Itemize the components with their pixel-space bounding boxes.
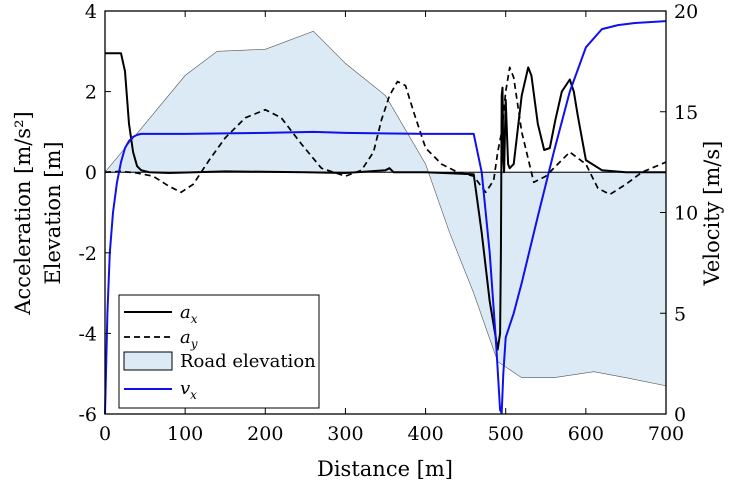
legend-label-elevation: Road elevation [180, 351, 316, 372]
y-right-tick-label: 5 [674, 303, 686, 325]
x-tick-label: 600 [568, 423, 604, 445]
y-left-tick-label: -4 [78, 323, 97, 345]
x-tick-label: 0 [99, 423, 111, 445]
legend-label-ay: ay [180, 327, 198, 351]
x-tick-label: 400 [407, 423, 443, 445]
y-left-tick-label: 0 [85, 162, 97, 184]
y-left-tick-label: 4 [85, 1, 97, 23]
y-axis-title-right: Velocity [m/s] [700, 141, 724, 287]
y-right-tick-label: 10 [674, 203, 698, 225]
legend: ax ay Road elevation vx [118, 294, 320, 409]
tick-layer: 0 100 200 300 400 500 600 700 -6 -4 -2 0 2 4 0 5 10 15 20 [78, 1, 698, 445]
y-left-tick-label: 2 [85, 82, 97, 104]
series-layer [104, 20, 667, 415]
series-road-elevation [104, 30, 667, 387]
y-left-tick-label: -2 [78, 243, 97, 265]
x-tick-label: 300 [327, 423, 363, 445]
legend-label-ax: ax [180, 302, 198, 326]
legend-label-vx: vx [180, 378, 197, 402]
series-ax [105, 52, 666, 351]
x-tick-label: 700 [648, 423, 684, 445]
y-axis-title-left-acceleration: Acceleration [m/s²] [11, 111, 35, 315]
y-right-tick-label: 15 [674, 102, 698, 124]
legend-swatch-elevation [123, 351, 173, 371]
y-left-tick-label: -6 [78, 404, 97, 426]
x-tick-label: 200 [247, 423, 283, 445]
y-right-tick-label: 0 [674, 404, 686, 426]
acceleration-label: Acceleration [m/s²] [11, 111, 35, 315]
x-tick-label: 100 [167, 423, 203, 445]
series-ay [104, 66, 667, 196]
y-right-tick-label: 20 [674, 1, 698, 23]
x-axis-title: Distance [m] [317, 457, 453, 481]
y-axis-title-left-elevation: Elevation [m] [41, 141, 65, 284]
x-tick-label: 500 [488, 423, 524, 445]
series-vx [104, 20, 667, 415]
